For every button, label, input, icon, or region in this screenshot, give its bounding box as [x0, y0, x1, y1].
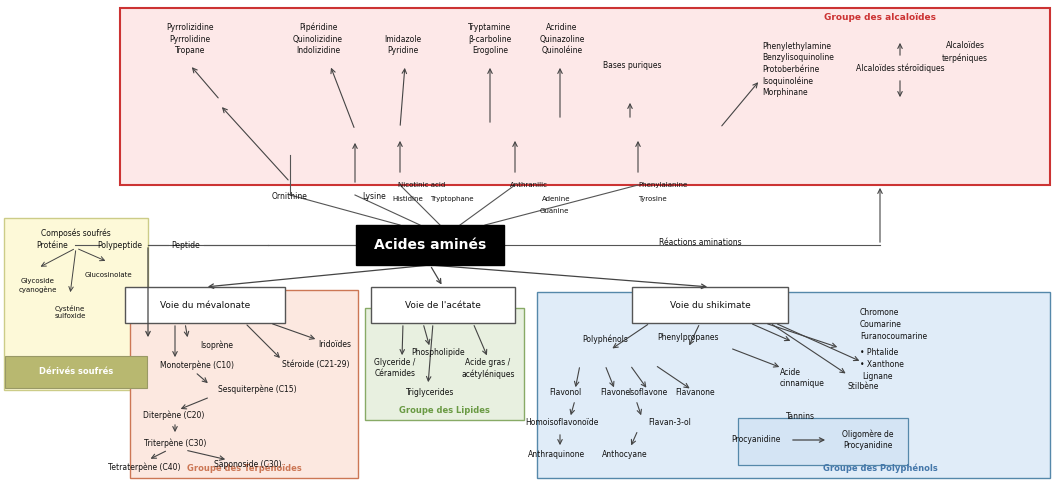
Text: Histidine: Histidine [392, 196, 423, 202]
Text: Groupe des Lipides: Groupe des Lipides [398, 406, 489, 415]
Text: Polyphénols: Polyphénols [582, 335, 628, 344]
Text: Voie du shikimate: Voie du shikimate [670, 300, 750, 309]
Text: Cystéine
sulfoxide: Cystéine sulfoxide [54, 305, 86, 319]
Text: Flavone: Flavone [600, 388, 630, 397]
Text: Acides aminés: Acides aminés [374, 238, 486, 252]
Bar [365, 308, 524, 420]
Text: Tetraterpène (C40): Tetraterpène (C40) [108, 463, 181, 473]
Bar [738, 418, 908, 465]
Bar [125, 287, 285, 323]
Text: Chromone: Chromone [860, 308, 900, 317]
Text: Réactions aminations: Réactions aminations [659, 238, 741, 247]
Text: Composés soufrés: Composés soufrés [41, 228, 111, 238]
Text: Anthranilic: Anthranilic [509, 182, 548, 188]
Text: Polypeptide: Polypeptide [97, 241, 143, 249]
Text: Diterpène (C20): Diterpène (C20) [143, 410, 204, 419]
Text: Oligomère de
Procyanidine: Oligomère de Procyanidine [842, 430, 894, 450]
Text: Homoisoflavonoïde: Homoisoflavonoïde [525, 418, 598, 427]
Text: Tryptophane: Tryptophane [430, 196, 474, 202]
Bar [537, 292, 1050, 478]
Text: Tyrosine: Tyrosine [638, 196, 667, 202]
Text: Alcaloïdes stéroïdiques: Alcaloïdes stéroïdiques [856, 63, 944, 73]
Text: Voie de l'acétate: Voie de l'acétate [405, 300, 481, 309]
Text: Protéine: Protéine [36, 241, 68, 249]
Text: Dérivés soufrés: Dérivés soufrés [39, 367, 113, 377]
Text: Stilbène: Stilbène [848, 382, 879, 391]
Text: Glucosinolate: Glucosinolate [85, 272, 132, 278]
Bar [5, 356, 147, 388]
Text: Flavonol: Flavonol [549, 388, 581, 397]
Text: Phenylethylamine
Benzylisoquinoline
Protoberbérine
Isoquinoléine
Morphinane: Phenylethylamine Benzylisoquinoline Prot… [762, 42, 834, 98]
Text: Flavanone: Flavanone [675, 388, 715, 397]
Text: Nicotinic acid: Nicotinic acid [398, 182, 445, 188]
Text: Lysine: Lysine [361, 192, 386, 201]
Text: Tryptamine
β-carboline
Erogoline: Tryptamine β-carboline Erogoline [468, 23, 512, 55]
Text: Acridine
Quinazoline
Quinoléine: Acridine Quinazoline Quinoléine [539, 23, 585, 55]
Text: Glycoside
cyanogène: Glycoside cyanogène [19, 278, 57, 293]
Text: Monoterpène (C10): Monoterpène (C10) [160, 360, 234, 369]
Text: Sesquiterpène (C15): Sesquiterpène (C15) [218, 385, 297, 395]
Text: Triglycerides: Triglycerides [406, 388, 455, 397]
Text: Imidazole
Pyridine: Imidazole Pyridine [385, 35, 422, 55]
Bar [120, 8, 1050, 185]
Text: Groupe des Terpénoïdes: Groupe des Terpénoïdes [187, 463, 301, 473]
Text: Triterpène (C30): Triterpène (C30) [144, 438, 206, 447]
Text: Pyrrolizidine
Pyrrolidine
Tropane: Pyrrolizidine Pyrrolidine Tropane [166, 23, 214, 55]
Text: • Xanthone: • Xanthone [860, 360, 904, 369]
Text: Anthraquinone: Anthraquinone [527, 450, 585, 459]
Text: Voie du mévalonate: Voie du mévalonate [160, 300, 251, 309]
Bar [356, 225, 504, 265]
Text: Procyanidine: Procyanidine [731, 436, 781, 445]
Text: Tannins: Tannins [785, 412, 815, 421]
Text: Peptide: Peptide [171, 241, 201, 249]
Bar [130, 290, 358, 478]
Text: Groupe des alcaloïdes: Groupe des alcaloïdes [824, 13, 937, 22]
Text: Isoprène: Isoprène [200, 340, 233, 349]
Bar [371, 287, 515, 323]
Text: Groupe des Polyphénols: Groupe des Polyphénols [822, 463, 938, 473]
Text: Pipéridine
Quinolizidine
Indolizidine: Pipéridine Quinolizidine Indolizidine [293, 23, 344, 55]
Text: Isoflavone: Isoflavone [628, 388, 668, 397]
Text: Iridoïdes: Iridoïdes [318, 340, 351, 349]
Text: Anthocyane: Anthocyane [602, 450, 648, 459]
Text: Guanine: Guanine [540, 208, 570, 214]
Text: Coumarine: Coumarine [860, 320, 902, 329]
Text: Furanocoumarіne: Furanocoumarіne [860, 332, 927, 341]
Text: Lignane: Lignane [863, 372, 892, 381]
Text: Acide
cinnamique: Acide cinnamique [780, 368, 824, 388]
Text: Phenylpropanes: Phenylpropanes [657, 333, 719, 342]
Bar [4, 218, 148, 390]
Text: Adenine: Adenine [542, 196, 571, 202]
Text: Acide gras /
acétyléniques: Acide gras / acétyléniques [461, 358, 515, 379]
Text: Glyceride /
Céramides: Glyceride / Céramides [374, 358, 415, 378]
Bar [632, 287, 789, 323]
Text: Ornithine: Ornithine [272, 192, 308, 201]
Text: Phospholipide: Phospholipide [411, 348, 465, 357]
Text: Saponoside (C30): Saponoside (C30) [215, 460, 282, 469]
Text: Phenylalanine: Phenylalanine [638, 182, 687, 188]
Text: • Phtalide: • Phtalide [860, 348, 898, 357]
Text: Flavan-3-ol: Flavan-3-ol [648, 418, 691, 427]
Text: Stéroide (C21-29): Stéroide (C21-29) [282, 360, 350, 369]
Text: Bases puriques: Bases puriques [602, 61, 662, 70]
Text: Alcaloïdes
terpéniques: Alcaloïdes terpéniques [942, 42, 988, 62]
